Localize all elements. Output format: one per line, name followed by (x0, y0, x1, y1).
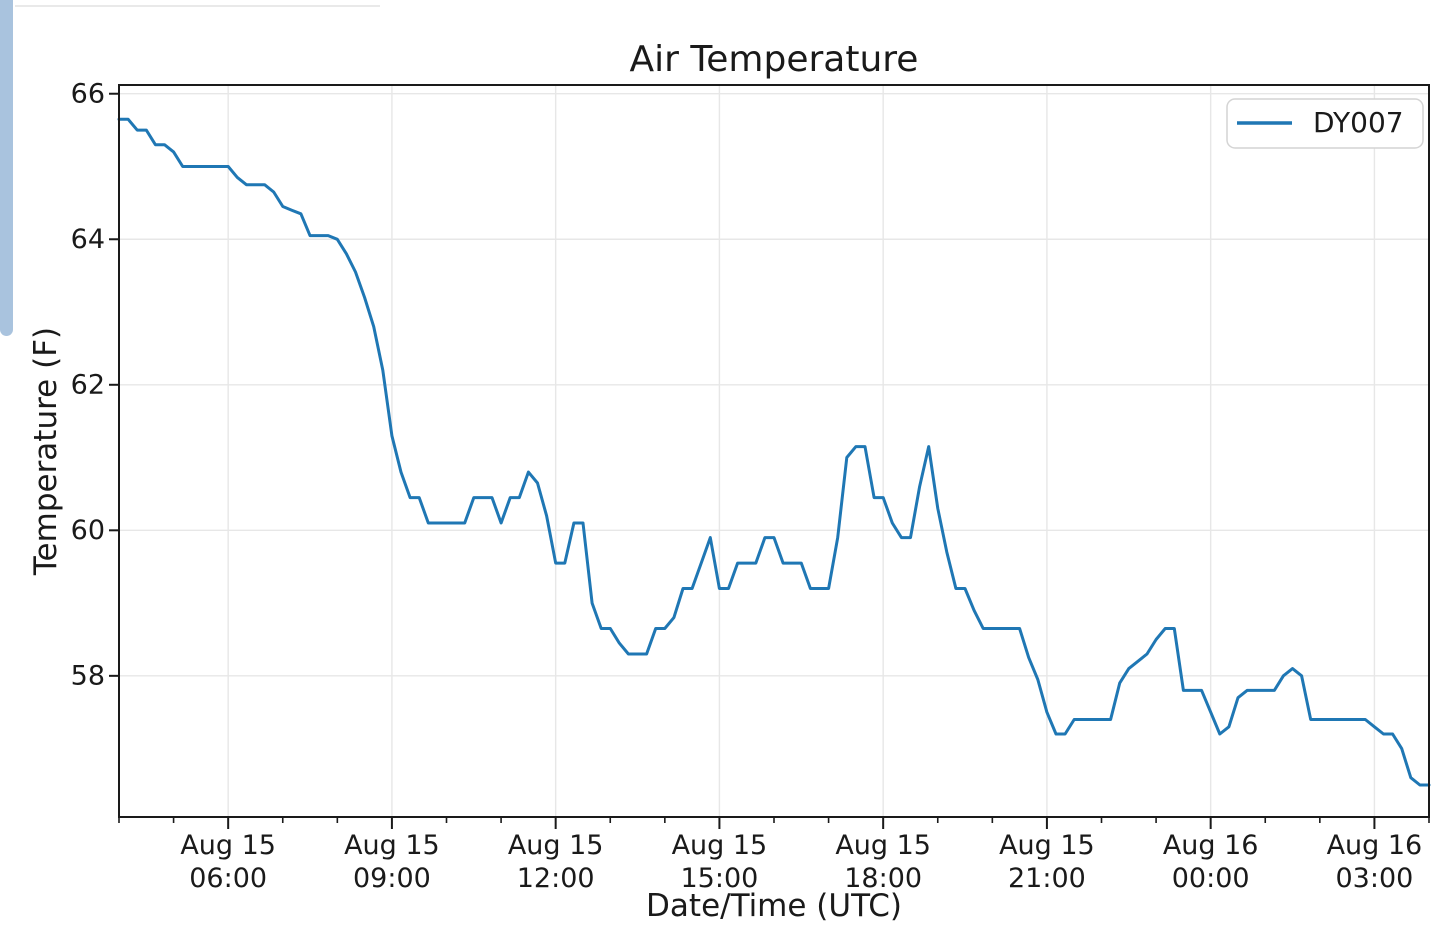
x-tick-label-date: Aug 15 (180, 830, 276, 861)
legend-label: DY007 (1313, 106, 1404, 139)
legend: DY007 (1226, 98, 1424, 149)
legend-box (1226, 98, 1424, 149)
x-tick-label-date: Aug 15 (672, 830, 768, 861)
x-tick-label: Aug 15 18:00 (835, 830, 931, 894)
y-tick-label: 58 (71, 661, 105, 692)
x-tick-label: Aug 16 00:00 (1163, 830, 1259, 894)
y-axis-label: Temperature (F) (28, 327, 64, 576)
chart-title: Air Temperature (630, 39, 919, 80)
series-lines (117, 117, 1431, 787)
temperature-line (117, 117, 1431, 787)
x-tick-label-date: Aug 15 (999, 830, 1095, 861)
x-tick-label-time: 06:00 (189, 863, 267, 894)
x-tick-label: Aug 15 15:00 (672, 830, 768, 894)
x-tick-label-date: Aug 16 (1327, 830, 1423, 861)
x-tick-label: Aug 15 21:00 (999, 830, 1095, 894)
x-tick-label: Aug 16 03:00 (1327, 830, 1423, 894)
x-tick-label-time: 18:00 (844, 863, 922, 894)
x-tick-label-date: Aug 15 (344, 830, 440, 861)
x-tick-label-time: 03:00 (1336, 863, 1414, 894)
x-tick-label-date: Aug 16 (1163, 830, 1259, 861)
x-tick-label: Aug 15 09:00 (344, 830, 440, 894)
y-tick-label: 66 (71, 79, 105, 110)
plot-frame (118, 84, 1430, 818)
gridlines (119, 85, 1429, 817)
y-tick-label: 64 (71, 224, 105, 255)
x-tick-label-date: Aug 15 (508, 830, 604, 861)
x-tick-label-time: 21:00 (1008, 863, 1086, 894)
y-tick-label: 60 (71, 515, 105, 546)
y-tick-label: 62 (71, 370, 105, 401)
scrollbar-thumb[interactable] (0, 0, 13, 336)
x-tick-label: Aug 15 06:00 (180, 830, 276, 894)
x-tick-label-time: 12:00 (517, 863, 595, 894)
top-divider (15, 5, 380, 7)
x-tick-label-time: 09:00 (353, 863, 431, 894)
x-axis-label: Date/Time (UTC) (646, 888, 902, 924)
x-tick-label-time: 15:00 (681, 863, 759, 894)
x-tick-label-time: 00:00 (1172, 863, 1250, 894)
x-tick-label: Aug 15 12:00 (508, 830, 604, 894)
x-tick-label-date: Aug 15 (835, 830, 931, 861)
